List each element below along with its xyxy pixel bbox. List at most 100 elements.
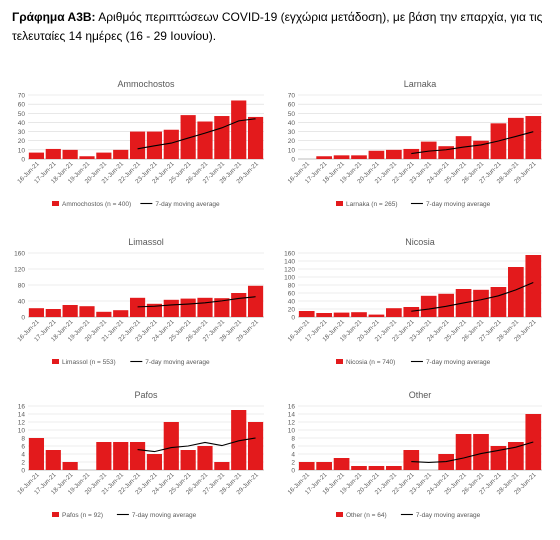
bar [129,442,146,470]
bar [298,311,315,317]
y-tick-label: 0 [291,468,295,475]
bar [333,155,350,159]
bar [231,100,247,159]
y-tick-label: 60 [288,291,296,298]
bar [129,297,146,317]
bar [214,298,230,317]
bar [316,462,332,470]
bar [333,312,350,317]
bar [316,156,332,159]
bar [386,466,402,470]
chart-panel-pafos: Pafos024681012141616-Jun-2117-Jun-2118-J… [16,390,264,519]
bar [62,149,78,159]
bar [197,297,213,317]
bar [368,150,385,159]
moving-average-line [137,437,256,453]
bar [351,466,367,470]
bar [28,152,45,159]
bar [438,293,454,317]
bar [525,414,542,470]
legend-swatch-bar [336,201,343,206]
bar [214,462,230,470]
y-tick-label: 12 [18,420,26,427]
legend-swatch-bar [336,512,343,517]
y-tick-label: 10 [288,428,296,435]
y-tick-label: 4 [21,452,25,459]
bar [62,462,78,470]
bar [113,310,129,317]
legend-label-bar: Nicosia (n = 740) [346,359,395,366]
bar [197,121,213,159]
chart-panel-nicosia: Nicosia02040608010012014016016-Jun-2117-… [284,237,542,366]
bar [113,149,129,159]
bar [96,311,112,317]
bar [316,313,332,317]
bar [490,287,507,317]
chart-title: Other [409,390,432,400]
y-tick-label: 14 [288,412,296,419]
y-tick-label: 140 [284,259,295,266]
bar [508,442,524,470]
bar [79,156,95,159]
y-tick-label: 6 [21,444,25,451]
bar [163,299,179,317]
y-tick-label: 70 [18,93,26,100]
legend-label-bar: Limassol (n = 553) [62,359,116,366]
bar [368,314,385,317]
y-tick-label: 20 [288,307,296,314]
bar [525,116,542,159]
bar [180,450,196,470]
bar [163,129,179,159]
legend-swatch-bar [52,512,59,517]
bar [247,116,264,159]
legend-label-bar: Other (n = 64) [346,512,387,519]
legend-label-bar: Pafos (n = 92) [62,512,103,519]
y-tick-label: 0 [21,468,25,475]
bar [96,152,112,159]
moving-average-line [411,131,534,155]
bar [129,131,146,159]
bar [525,255,542,317]
bar [45,148,61,159]
bar [351,312,367,317]
y-tick-label: 60 [18,102,26,109]
y-tick-label: 20 [18,138,26,145]
legend-label-bar: Ammochostos (n = 400) [62,201,131,208]
chart-title: Nicosia [405,237,435,247]
bar [420,295,437,317]
y-tick-label: 80 [18,283,26,290]
bar [62,305,78,317]
chart-title: Pafos [134,390,158,400]
y-tick-label: 60 [288,102,296,109]
bar [438,146,454,159]
y-tick-label: 160 [14,251,25,258]
y-tick-label: 20 [288,138,296,145]
bar [490,446,507,470]
bar [146,303,163,317]
legend-label-line: 7-day moving average [416,512,481,519]
y-tick-label: 50 [18,111,26,118]
y-tick-label: 50 [288,111,296,118]
legend-label-bar: Larnaka (n = 265) [346,201,398,208]
chart-panel-other: Other024681012141616-Jun-2117-Jun-2118-J… [286,390,542,519]
chart-panel-ammochostos: Ammochostos01020304050607016-Jun-2117-Ju… [16,79,264,208]
bar [403,307,420,317]
bar [231,293,247,317]
legend-swatch-bar [52,359,59,364]
bar [508,117,524,159]
bar [333,458,350,470]
legend-label-line: 7-day moving average [155,201,220,208]
y-tick-label: 70 [288,93,296,100]
y-tick-label: 30 [18,129,26,136]
chart-title: Larnaka [404,79,437,89]
bar [28,438,45,470]
bar [403,148,420,159]
legend-label-line: 7-day moving average [426,359,491,366]
legend-label-line: 7-day moving average [426,201,491,208]
bar [403,450,420,470]
bar [386,149,402,159]
y-tick-label: 0 [21,315,25,322]
bar [298,462,315,470]
legend-label-line: 7-day moving average [145,359,210,366]
bar [146,454,163,470]
